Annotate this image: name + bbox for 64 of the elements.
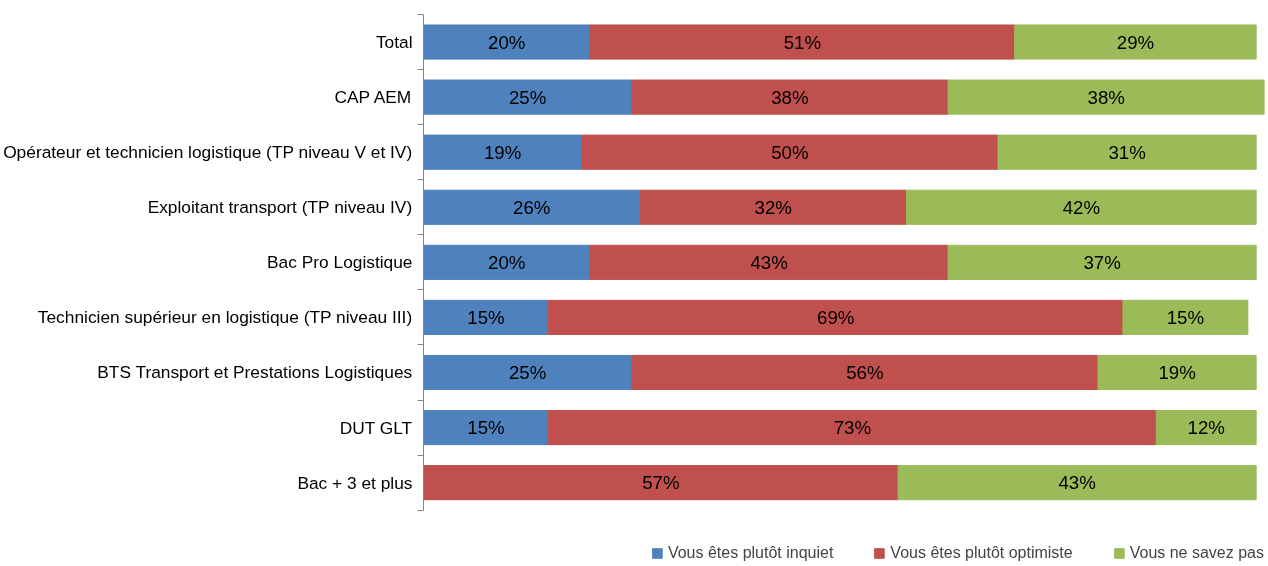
bar [423, 24, 591, 60]
data-label: 43% [750, 251, 788, 273]
y-tick-label: Bac + 3 et plus [297, 472, 413, 493]
data-label: 15% [1166, 306, 1205, 328]
data-label: 31% [1108, 141, 1146, 163]
data-label: 29% [1116, 31, 1155, 53]
y-tick-label: Total [375, 32, 413, 53]
data-label: 38% [1087, 86, 1125, 108]
bar [423, 299, 549, 335]
data-label: 42% [1062, 196, 1100, 218]
y-tick-label: Exploitant transport (TP niveau IV) [147, 197, 413, 218]
data-label: 73% [833, 417, 871, 439]
bar [997, 134, 1257, 170]
bar [547, 299, 1124, 335]
bar [631, 354, 1099, 391]
bar [897, 465, 1257, 501]
data-label: 25% [508, 86, 547, 108]
data-label: 43% [1058, 472, 1096, 494]
bar [589, 244, 949, 280]
bar [423, 409, 549, 446]
data-label: 12% [1187, 417, 1225, 439]
bar [947, 244, 1257, 280]
y-tick-label: Bac Pro Logistique [267, 252, 413, 273]
bar [947, 79, 1265, 115]
bar [423, 354, 633, 391]
data-label: 15% [467, 417, 505, 439]
data-label: 19% [1158, 361, 1196, 383]
bar [589, 24, 1016, 60]
data-label: 15% [467, 306, 505, 328]
bar [423, 244, 591, 280]
data-label: 56% [846, 361, 884, 383]
y-tick-label: Technicien supérieur en logistique (TP niveau III) [37, 307, 413, 328]
bar [1122, 299, 1249, 335]
data-label: 32% [754, 196, 792, 218]
data-label: 50% [771, 141, 809, 163]
data-label: 69% [817, 306, 855, 328]
data-label: 57% [642, 472, 680, 494]
data-label: 19% [483, 141, 522, 163]
bar [1014, 24, 1257, 60]
y-tick-label: CAP AEM [334, 87, 412, 108]
legend-label: Vous ne savez pas [1129, 544, 1264, 562]
legend-label: Vous êtes plutôt optimiste [890, 544, 1073, 562]
data-label: 38% [771, 86, 809, 108]
data-label: 51% [783, 31, 822, 53]
data-label: 20% [488, 31, 526, 53]
y-tick-label: BTS Transport et Prestations Logistiques [97, 362, 413, 383]
data-label: 37% [1083, 251, 1121, 273]
bar [581, 134, 999, 170]
bar [1097, 354, 1257, 391]
bar [423, 134, 583, 170]
legend-label: Vous êtes plutôt inquiet [667, 544, 834, 562]
data-label: 26% [513, 196, 551, 218]
bar [905, 189, 1257, 225]
bar [423, 465, 899, 501]
bar [639, 189, 907, 225]
y-tick-label: DUT GLT [339, 417, 413, 438]
y-tick-label: Opérateur et technicien logistique (TP niveau V et IV) [3, 142, 413, 163]
bar [547, 409, 1157, 446]
bar [423, 189, 641, 225]
data-label: 25% [508, 361, 547, 383]
bar [423, 79, 633, 115]
bar [631, 79, 949, 115]
data-label: 20% [488, 251, 526, 273]
bar [1155, 409, 1257, 446]
